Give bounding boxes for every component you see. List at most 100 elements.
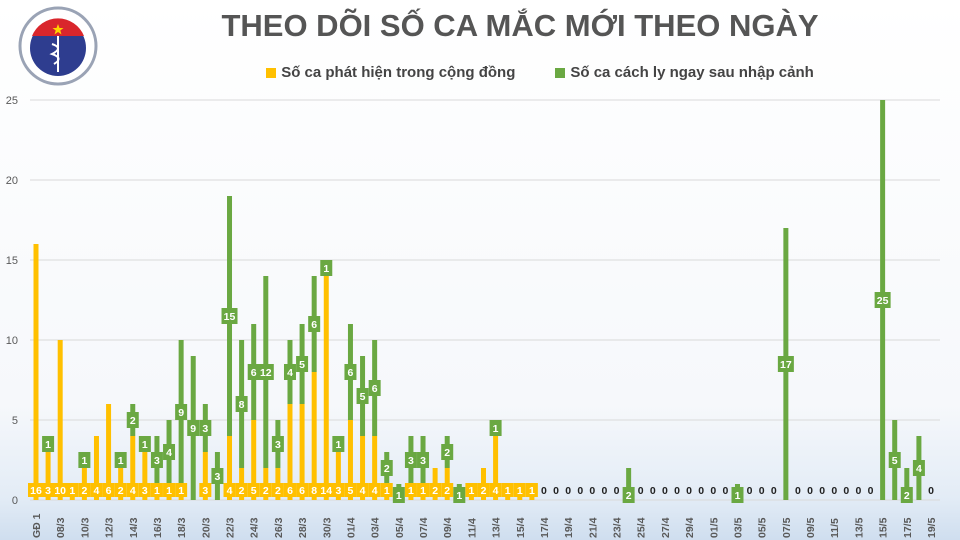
data-label-bg-community xyxy=(417,483,430,497)
data-label-imported: 2 xyxy=(626,490,632,502)
data-label-community: 4 xyxy=(372,485,378,497)
data-label-community: 1 xyxy=(178,485,184,497)
data-label-zero: 0 xyxy=(674,485,680,497)
data-label-bg-community xyxy=(489,483,502,497)
data-label-bg-imported xyxy=(187,420,200,436)
data-label-bg-community xyxy=(28,483,44,497)
data-label-bg-imported xyxy=(114,452,127,468)
legend-swatch-community xyxy=(266,67,277,78)
y-tick-label: 25 xyxy=(6,95,18,107)
bar-community xyxy=(311,372,317,500)
data-label-bg-imported xyxy=(392,487,405,503)
x-tick-label: 13/5 xyxy=(853,517,865,538)
data-label-community: 4 xyxy=(493,485,499,497)
chart-title: THEO DÕI SỐ CA MẮC MỚI THEO NGÀY xyxy=(221,8,819,43)
data-label-imported: 1 xyxy=(735,490,741,502)
data-label-bg-imported xyxy=(257,364,274,380)
x-tick-label: 15/4 xyxy=(515,517,527,538)
data-label-community: 2 xyxy=(481,485,487,497)
x-tick-label: 16/3 xyxy=(152,517,164,538)
data-label-community: 6 xyxy=(287,485,293,497)
data-label-bg-community xyxy=(163,483,176,497)
data-label-bg-community xyxy=(114,483,127,497)
data-label-community: 4 xyxy=(130,485,136,497)
data-label-bg-community xyxy=(42,483,55,497)
data-label-bg-imported xyxy=(380,460,393,476)
data-label-bg-imported xyxy=(138,436,151,452)
data-label-imported: 9 xyxy=(178,407,184,419)
x-tick-label: 11/5 xyxy=(829,518,841,538)
x-tick-label: 09/5 xyxy=(805,517,817,538)
data-label-bg-imported xyxy=(199,420,212,436)
data-label-imported: 2 xyxy=(384,463,390,475)
data-label-community: 8 xyxy=(311,485,317,497)
x-tick-label: 08/3 xyxy=(55,517,67,538)
data-label-bg-community xyxy=(259,483,272,497)
bar-community xyxy=(106,404,112,500)
data-label-zero: 0 xyxy=(771,485,777,497)
data-label-bg-imported xyxy=(356,388,369,404)
data-label-bg-community xyxy=(441,483,454,497)
bar-community xyxy=(130,436,136,500)
data-label-imported: 1 xyxy=(45,439,51,451)
y-tick-label: 15 xyxy=(6,255,18,267)
data-label-bg-imported xyxy=(211,468,224,484)
data-label-zero: 0 xyxy=(795,485,801,497)
data-label-bg-imported xyxy=(175,404,188,420)
data-label-bg-community xyxy=(175,483,188,497)
data-label-bg-community xyxy=(52,483,69,497)
x-tick-label: 10/3 xyxy=(79,517,91,538)
data-label-imported: 1 xyxy=(81,455,87,467)
data-label-bg-imported xyxy=(912,460,925,476)
data-label-imported: 1 xyxy=(142,439,148,451)
data-label-community: 2 xyxy=(444,485,450,497)
bar-imported xyxy=(904,468,910,500)
legend-label-community: Số ca phát hiện trong cộng đồng xyxy=(281,64,516,81)
data-label-community: 3 xyxy=(45,485,51,497)
x-tick-label: 09/4 xyxy=(442,517,454,538)
data-label-bg-community xyxy=(235,483,248,497)
data-label-community: 1 xyxy=(408,485,414,497)
data-label-imported: 2 xyxy=(444,447,450,459)
data-label-community: 1 xyxy=(166,485,172,497)
data-label-bg-imported xyxy=(283,364,296,380)
data-label-bg-imported xyxy=(777,356,794,372)
bar-community xyxy=(227,436,233,500)
y-tick-label: 0 xyxy=(12,495,18,507)
data-label-imported: 5 xyxy=(360,391,366,403)
data-label-bg-imported xyxy=(126,412,139,428)
data-label-bg-community xyxy=(90,483,103,497)
bar-community xyxy=(299,404,305,500)
data-label-bg-community xyxy=(199,483,212,497)
data-label-zero: 0 xyxy=(843,485,849,497)
data-label-zero: 0 xyxy=(553,485,559,497)
data-label-imported: 5 xyxy=(892,455,898,467)
bar-community xyxy=(335,452,341,500)
data-label-bg-community xyxy=(501,483,514,497)
data-label-zero: 0 xyxy=(807,485,813,497)
data-label-bg-imported xyxy=(874,292,891,308)
x-tick-label: 01/5 xyxy=(708,517,720,538)
x-tick-label: 24/3 xyxy=(249,517,261,538)
data-label-community: 2 xyxy=(275,485,281,497)
bar-community xyxy=(251,420,257,500)
data-label-community: 4 xyxy=(94,485,100,497)
data-label-imported: 4 xyxy=(916,463,922,475)
data-label-zero: 0 xyxy=(831,485,837,497)
data-label-zero: 0 xyxy=(698,485,704,497)
x-tick-label: 03/4 xyxy=(370,517,382,538)
data-label-imported: 3 xyxy=(408,455,414,467)
x-tick-label: 27/4 xyxy=(660,517,672,538)
y-tick-label: 5 xyxy=(12,415,18,427)
data-label-imported: 1 xyxy=(396,490,402,502)
bar-community xyxy=(287,404,293,500)
data-label-imported: 1 xyxy=(323,263,329,275)
data-label-zero: 0 xyxy=(868,485,874,497)
data-label-bg-community xyxy=(102,483,115,497)
bar-community xyxy=(323,276,329,500)
data-label-imported: 12 xyxy=(260,367,272,379)
data-label-bg-imported xyxy=(271,436,284,452)
x-tick-label: 21/4 xyxy=(587,517,599,538)
data-label-imported: 1 xyxy=(118,455,124,467)
data-label-bg-imported xyxy=(221,308,238,324)
